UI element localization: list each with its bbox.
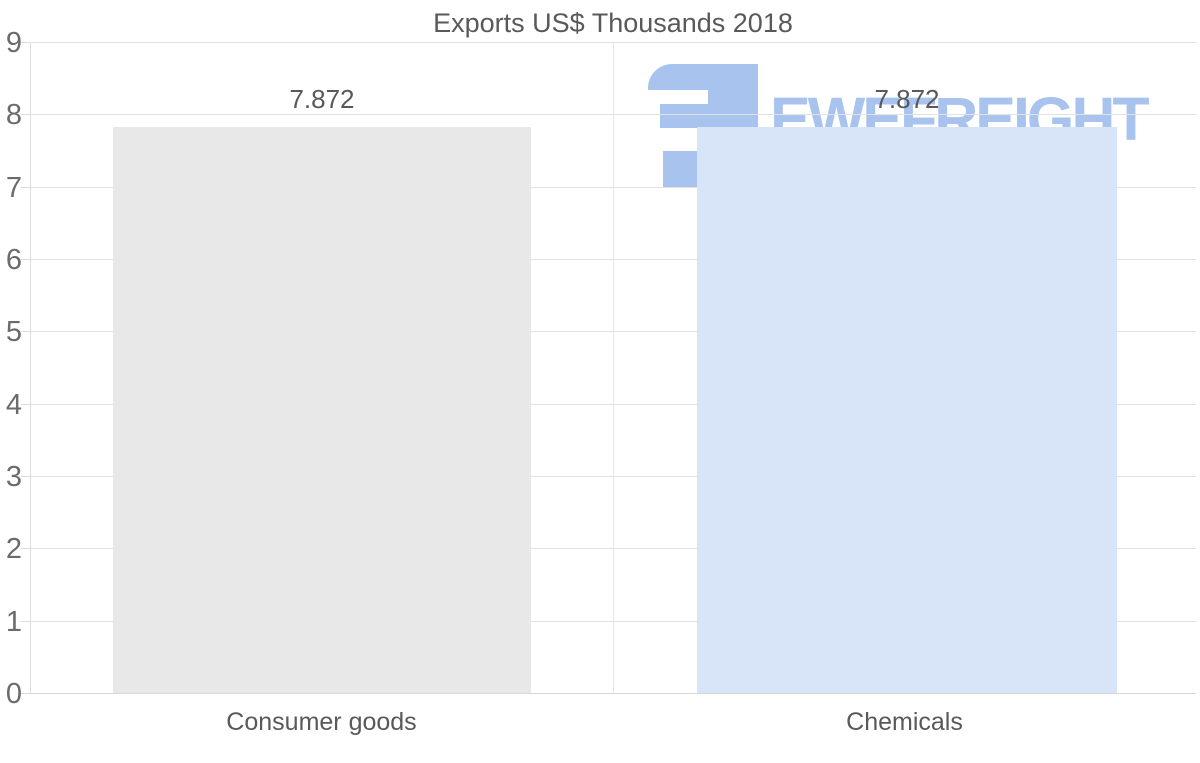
y-tick-0	[21, 693, 30, 694]
y-axis-label-1: 1	[5, 606, 22, 638]
value-label-consumer-goods: 7.872	[289, 84, 355, 114]
y-tick-5	[21, 331, 30, 332]
y-tick-4	[21, 404, 30, 405]
y-axis-label-0: 0	[5, 678, 22, 710]
watermark-logo-icon	[660, 104, 758, 128]
y-tick-8	[21, 114, 30, 115]
y-tick-7	[21, 187, 30, 188]
y-axis-label-7: 7	[5, 172, 22, 204]
y-tick-3	[21, 476, 30, 477]
bar-chemicals[interactable]	[697, 127, 1117, 693]
x-axis-label-chemicals: Chemicals	[846, 708, 963, 736]
y-axis-label-4: 4	[5, 389, 22, 421]
y-axis-line	[30, 42, 31, 693]
y-tick-9	[21, 42, 30, 43]
y-axis-label-3: 3	[5, 461, 22, 493]
y-axis-label-5: 5	[5, 316, 22, 348]
y-tick-2	[21, 548, 30, 549]
y-axis-label-8: 8	[5, 99, 22, 131]
x-axis-baseline	[30, 693, 1196, 694]
y-tick-1	[21, 621, 30, 622]
category-divider-line	[613, 42, 614, 693]
bar-consumer-goods[interactable]	[113, 127, 531, 693]
y-axis-label-9: 9	[5, 27, 22, 59]
chart-title: Exports US$ Thousands 2018	[433, 8, 793, 38]
y-axis-label-2: 2	[5, 533, 22, 565]
value-label-chemicals: 7.872	[874, 84, 940, 114]
x-axis-label-consumer-goods: Consumer goods	[226, 708, 417, 736]
y-tick-6	[21, 259, 30, 260]
y-axis-label-6: 6	[5, 244, 22, 276]
